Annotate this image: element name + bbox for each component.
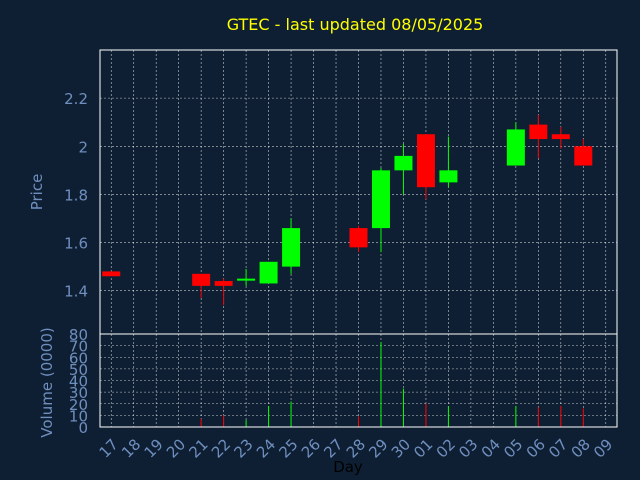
price-y-ticks: 1.4 1.6 1.8 2 2.2: [64, 90, 88, 301]
candle-body: [574, 146, 593, 166]
candle-body: [529, 124, 548, 140]
price-axis-label: Price: [28, 174, 46, 211]
candle-body: [349, 228, 368, 248]
price-y-tick-label: 1.8: [64, 186, 88, 204]
candle-body: [282, 228, 301, 267]
candle-body: [416, 134, 435, 188]
price-gridlines: [100, 50, 617, 334]
candle-body: [506, 129, 525, 166]
volume-y-tick-label: 0: [78, 419, 88, 437]
volume-panel-frame: [99, 333, 618, 428]
candle-body: [371, 170, 390, 229]
price-y-tick-label: 2.2: [64, 90, 88, 108]
candle-body: [551, 134, 570, 140]
price-y-tick-label: 1.4: [64, 283, 88, 301]
price-y-tick-label: 1.6: [64, 235, 88, 253]
volume-y-tick-label: 70: [69, 338, 88, 356]
chart-title: GTEC - last updated 08/05/2025: [227, 15, 484, 34]
candle-body: [214, 281, 233, 286]
price-y-tick-label: 2: [78, 138, 88, 156]
x-tick-label: 09: [590, 435, 616, 461]
candle-body: [394, 155, 413, 171]
price-panel: [102, 114, 593, 306]
volume-y-tick-label: 80: [69, 326, 88, 344]
candle-body: [237, 278, 256, 281]
volume-panel: [200, 342, 584, 427]
volume-gridlines: [100, 334, 617, 427]
x-axis-label: Day: [333, 458, 363, 476]
volume-y-tick-label: 10: [69, 407, 88, 425]
volume-y-tick-label: 30: [69, 384, 88, 402]
candle-body: [192, 273, 211, 286]
candle-body: [102, 271, 121, 277]
volume-axis-label: Volume (0000): [38, 327, 56, 437]
candle-body: [259, 261, 278, 284]
volume-y-tick-label: 60: [69, 349, 88, 367]
volume-y-tick-label: 50: [69, 361, 88, 379]
candle-body: [439, 170, 458, 183]
volume-y-tick-label: 40: [69, 373, 88, 391]
volume-y-tick-label: 20: [69, 396, 88, 414]
